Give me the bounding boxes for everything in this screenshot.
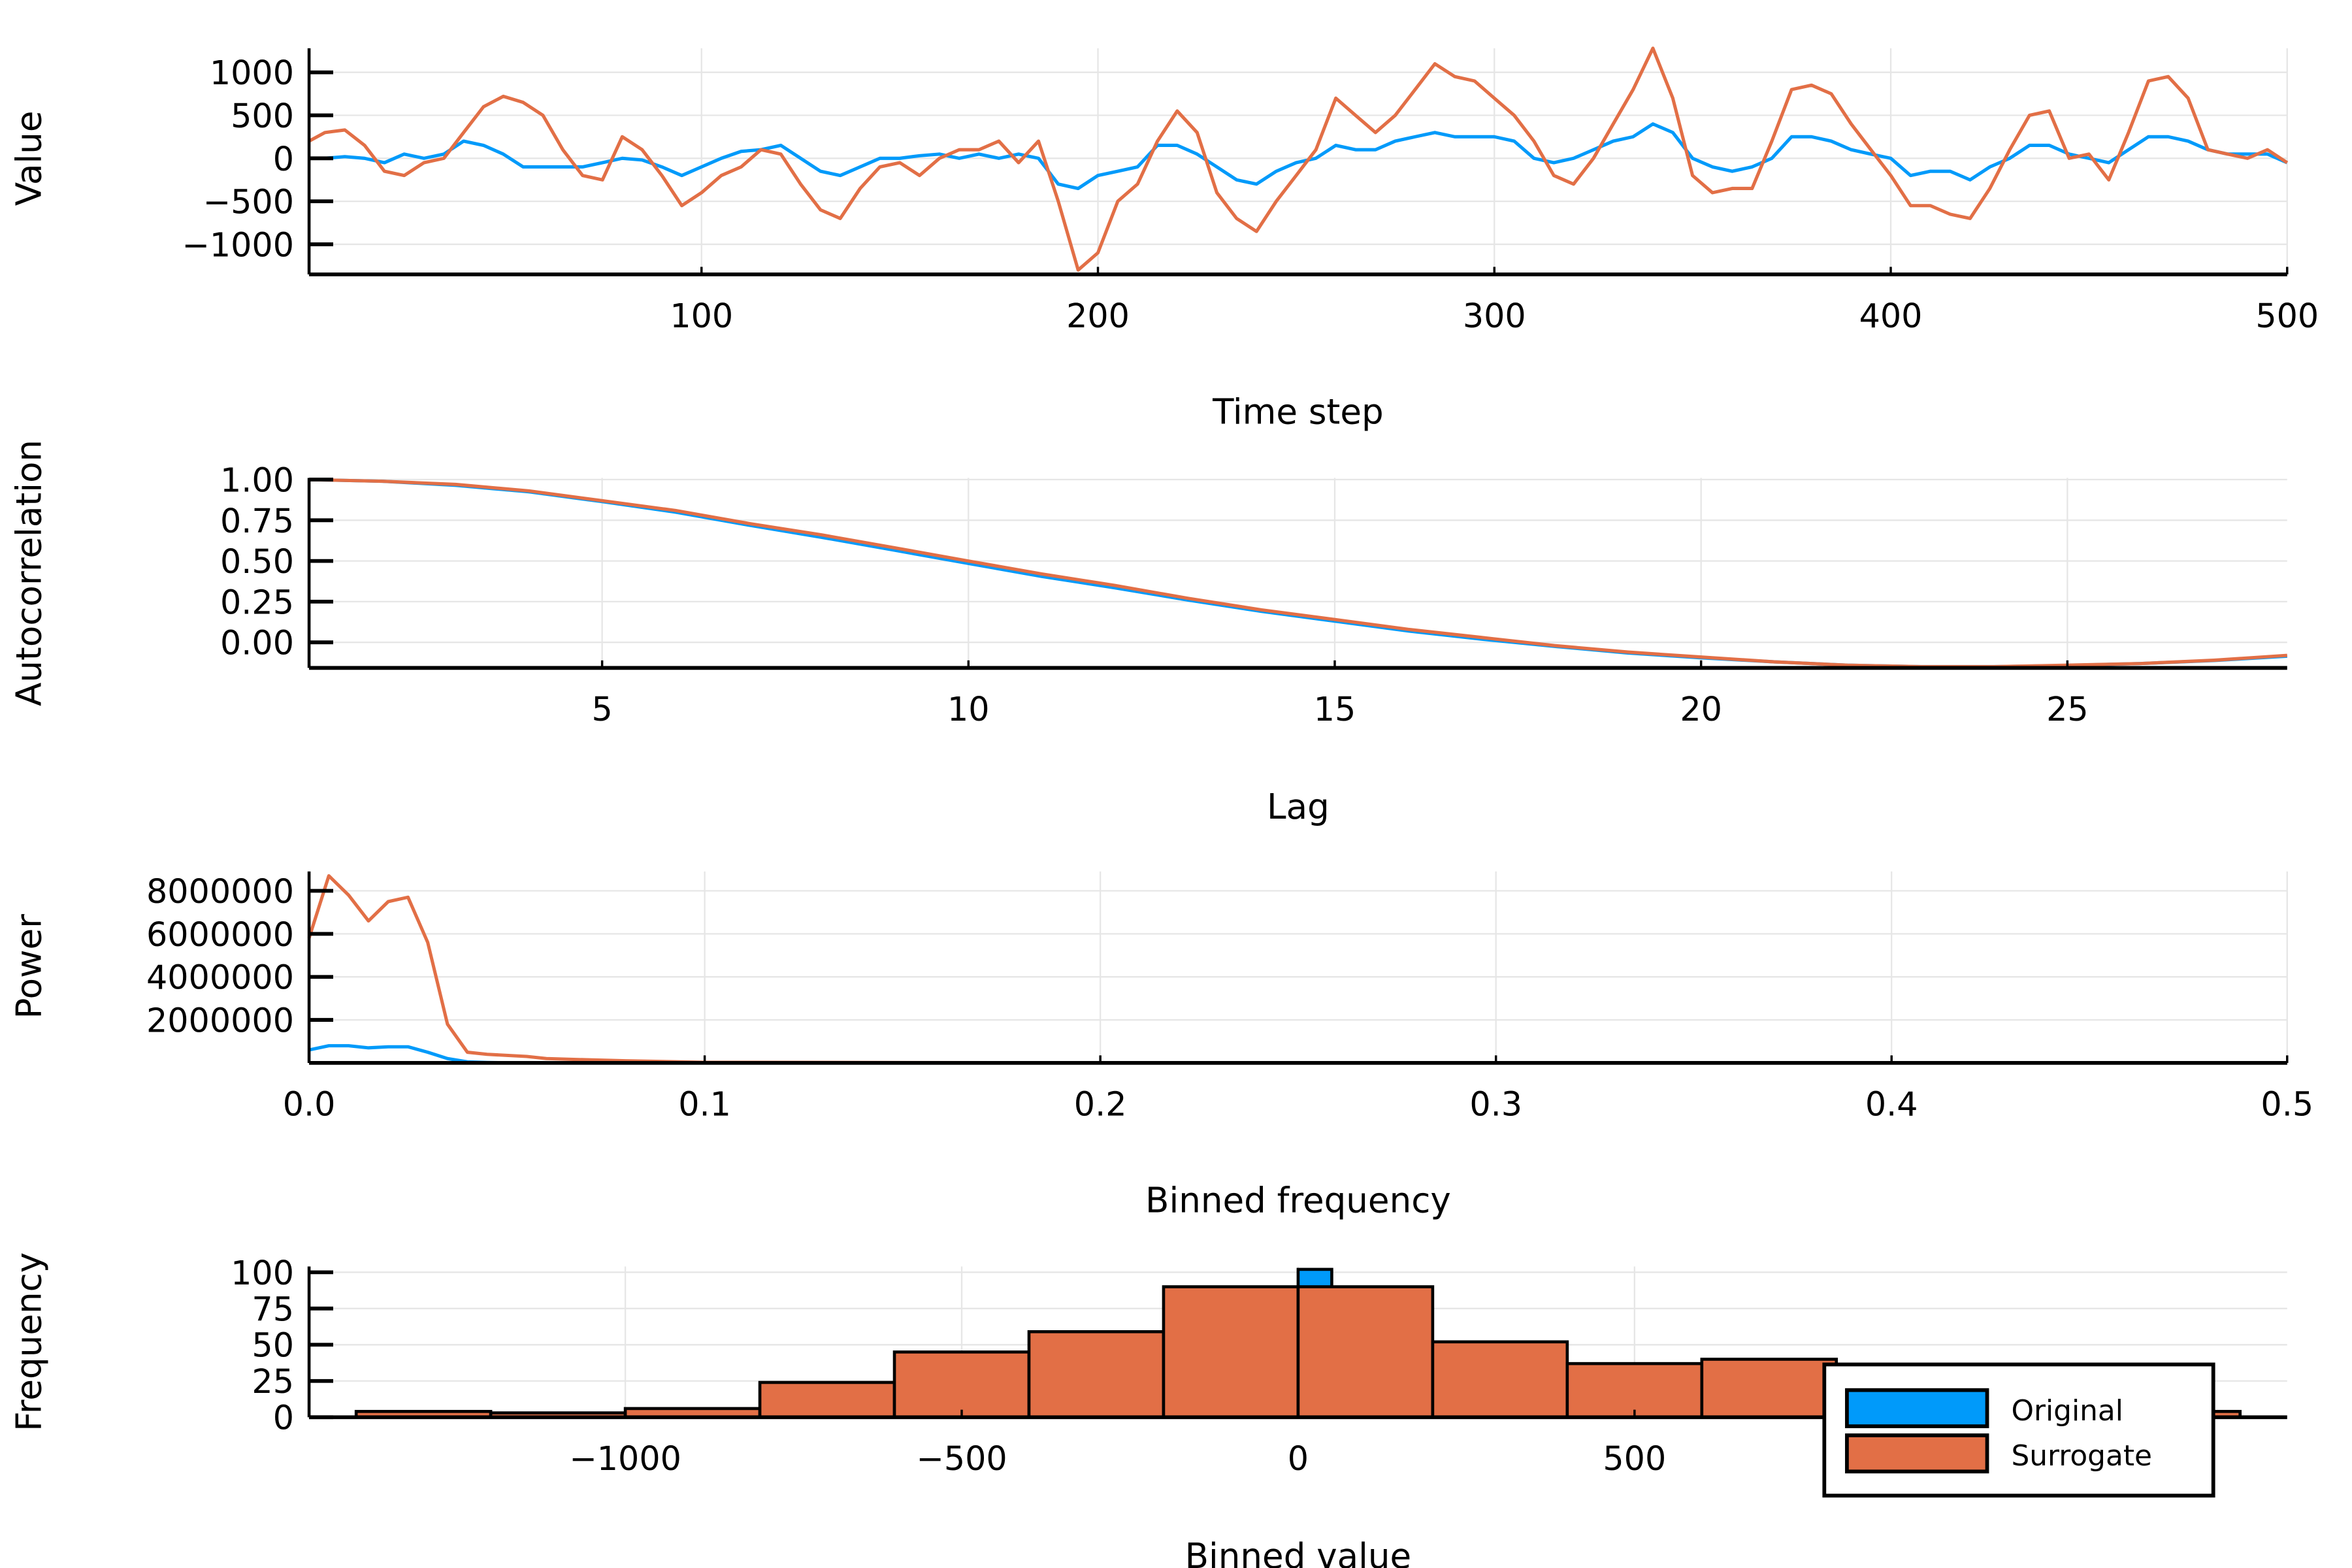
- autocorrelation-panel: 5 10 15 20 25 1.000.750.500.250.00 Lag Autocorr…: [8, 440, 2287, 827]
- x-tick-label: 10: [947, 690, 990, 728]
- histogram-bar-surrogate: [1296, 1285, 1435, 1419]
- legend-box: [1822, 1362, 2215, 1498]
- x-tick-label: 25: [2046, 690, 2089, 728]
- y-tick-label: −500: [203, 183, 294, 221]
- x-axis-label: Time step: [1212, 391, 1384, 432]
- y-tick-label: 8000000: [146, 872, 294, 911]
- series-line-surrogate: [307, 874, 2287, 1065]
- legend: Original Surrogate: [1822, 1362, 2215, 1498]
- y-tick-label: 0.25: [220, 583, 294, 621]
- histogram-bar-surrogate: [1565, 1362, 1704, 1419]
- x-tick-label: 20: [1680, 690, 1722, 728]
- x-tick-label: 0.2: [1074, 1085, 1127, 1124]
- series-line-original: [309, 122, 2288, 190]
- y-tick-label: 50: [252, 1326, 294, 1365]
- histogram-bar-surrogate: [1162, 1285, 1300, 1419]
- x-tick-label: 0.3: [1469, 1085, 1522, 1124]
- y-tick-label: 0.00: [220, 624, 294, 662]
- y-axis-label: Autocorrelation: [8, 440, 49, 706]
- histogram-bar-surrogate: [1700, 1358, 1838, 1419]
- y-tick-label: 100: [231, 1254, 294, 1292]
- histogram-bar-surrogate: [758, 1380, 896, 1419]
- y-tick-label: 25: [252, 1362, 294, 1401]
- y-axis-label: Power: [8, 914, 49, 1019]
- legend-swatch-original: [1845, 1388, 1989, 1428]
- series-line-surrogate: [308, 46, 2289, 272]
- y-tick-label: 6000000: [146, 915, 294, 954]
- series-line-original: [309, 478, 2287, 669]
- y-tick-label: 1000: [210, 54, 294, 92]
- histogram-bar-surrogate: [1027, 1330, 1166, 1419]
- legend-swatch-surrogate: [1845, 1433, 1989, 1474]
- y-tick-label: 4000000: [146, 958, 294, 997]
- legend-label-original: Original: [2011, 1394, 2123, 1428]
- x-tick-label: 0.0: [283, 1085, 336, 1124]
- x-tick-label: 500: [2255, 297, 2319, 335]
- x-tick-label: 0.4: [1865, 1085, 1918, 1124]
- series-line-surrogate: [309, 478, 2287, 669]
- x-tick-label: 5: [591, 690, 612, 728]
- y-tick-label: 0.75: [220, 502, 294, 540]
- x-tick-label: 500: [1603, 1439, 1666, 1478]
- y-axis-label: Frequency: [8, 1252, 49, 1431]
- y-tick-label: 0.50: [220, 542, 294, 581]
- x-tick-label: 0.1: [678, 1085, 731, 1124]
- x-tick-label: 200: [1066, 297, 1130, 335]
- time-series-panel: 100 200 300 400 500 1000 500 0 −500 −1000 Time ste…: [8, 46, 2319, 432]
- y-tick-label: 0: [273, 1399, 294, 1437]
- x-tick-label: 0.5: [2261, 1085, 2313, 1124]
- x-tick-label: 15: [1314, 690, 1356, 728]
- x-axis-label: Binned frequency: [1145, 1180, 1451, 1220]
- x-tick-label: 0: [1288, 1439, 1309, 1478]
- y-tick-label: −1000: [182, 225, 294, 264]
- x-tick-label: −1000: [569, 1439, 681, 1478]
- y-tick-label: 2000000: [146, 1002, 294, 1040]
- x-axis-label: Binned value: [1185, 1536, 1412, 1568]
- x-tick-label: −500: [916, 1439, 1007, 1478]
- y-axis-label: Value: [8, 110, 49, 206]
- power-spectrum-panel: 0.0 0.1 0.2 0.3 0.4 0.5 8000000 6000000 4000000 2…: [8, 871, 2313, 1220]
- x-tick-label: 100: [670, 297, 733, 335]
- x-axis-label: Lag: [1267, 787, 1330, 827]
- y-tick-label: 1.00: [220, 461, 294, 499]
- histogram-bar-surrogate: [1431, 1340, 1569, 1419]
- legend-label-surrogate: Surrogate: [2011, 1439, 2152, 1473]
- y-tick-label: 500: [231, 97, 294, 135]
- histogram-bar-surrogate: [892, 1350, 1031, 1419]
- x-tick-label: 300: [1463, 297, 1526, 335]
- x-tick-label: 400: [1859, 297, 1923, 335]
- y-tick-label: 0: [273, 140, 294, 178]
- y-tick-label: 75: [252, 1290, 294, 1328]
